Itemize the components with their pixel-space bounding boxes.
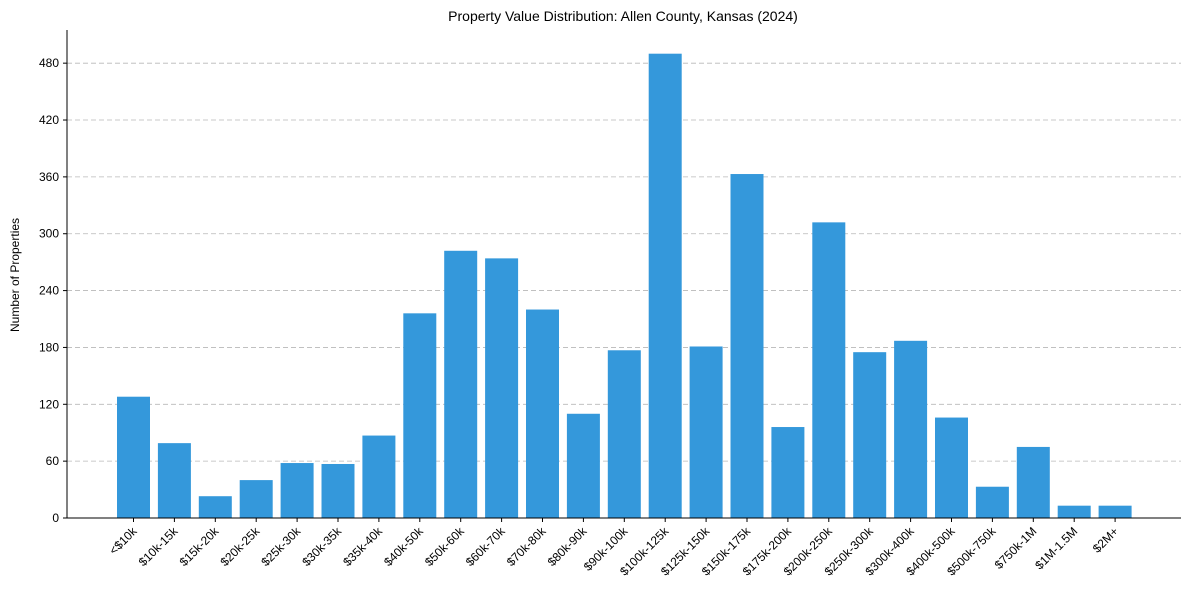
y-tick-label: 240 xyxy=(39,284,59,298)
bar-0 xyxy=(117,396,150,518)
bar-9 xyxy=(485,258,519,518)
y-tick-label: 300 xyxy=(39,227,59,241)
bar-3 xyxy=(239,480,273,518)
bar-7 xyxy=(403,313,437,518)
x-tick-label: $60k-70k xyxy=(463,524,509,570)
chart-title: Property Value Distribution: Allen Count… xyxy=(448,8,798,24)
bar-24 xyxy=(1098,505,1132,518)
grid-lines xyxy=(67,62,1181,462)
x-tick-label: $1M-1.5M xyxy=(1032,524,1080,572)
y-tick-label: 180 xyxy=(39,340,59,354)
bar-22 xyxy=(1016,446,1050,518)
x-tick-label: $70k-80k xyxy=(504,524,550,570)
bar-13 xyxy=(648,53,682,518)
bar-15 xyxy=(730,174,764,518)
bar-6 xyxy=(362,435,396,518)
bar-17 xyxy=(812,222,846,518)
y-axis-ticks: 0 60 120 180 240 300 360 420 480 xyxy=(39,56,67,525)
y-tick-label: 480 xyxy=(39,56,59,70)
bar-21 xyxy=(975,486,1009,518)
x-tick-label: $50k-60k xyxy=(422,524,468,570)
bar-16 xyxy=(771,427,805,518)
bar-20 xyxy=(935,417,968,518)
y-tick-label: 420 xyxy=(39,113,59,127)
bar-5 xyxy=(321,463,355,518)
y-tick-label: 360 xyxy=(39,170,59,184)
bar-8 xyxy=(444,250,478,518)
x-axis-ticks: <$10k$10k-15k$15k-20k$20k-25k$25k-30k$30… xyxy=(106,518,1121,578)
x-tick-label: <$10k xyxy=(106,524,140,558)
x-tick-label: $25k-30k xyxy=(258,524,304,570)
x-tick-label: $750k-1M xyxy=(992,524,1040,572)
bar-23 xyxy=(1057,505,1091,518)
x-tick-label: $20k-25k xyxy=(218,524,264,570)
x-tick-label: $2M+ xyxy=(1090,524,1121,555)
x-tick-label: $40k-50k xyxy=(381,524,427,570)
bar-2 xyxy=(198,496,232,518)
bar-4 xyxy=(280,463,314,518)
x-tick-label: $15k-20k xyxy=(177,524,223,570)
y-tick-label: 0 xyxy=(52,511,59,525)
bar-14 xyxy=(689,346,723,518)
y-axis-label: Number of Properties xyxy=(8,218,22,332)
bars xyxy=(117,53,1132,518)
y-tick-label: 120 xyxy=(39,397,59,411)
x-tick-label: $35k-40k xyxy=(340,524,386,570)
bar-18 xyxy=(853,352,887,518)
bar-10 xyxy=(526,309,559,518)
x-tick-label: $30k-35k xyxy=(299,524,345,570)
bar-12 xyxy=(607,350,641,518)
bar-1 xyxy=(157,443,191,518)
y-tick-label: 60 xyxy=(46,454,60,468)
bar-11 xyxy=(566,413,600,518)
bar-19 xyxy=(894,340,928,518)
x-tick-label: $10k-15k xyxy=(136,524,182,570)
